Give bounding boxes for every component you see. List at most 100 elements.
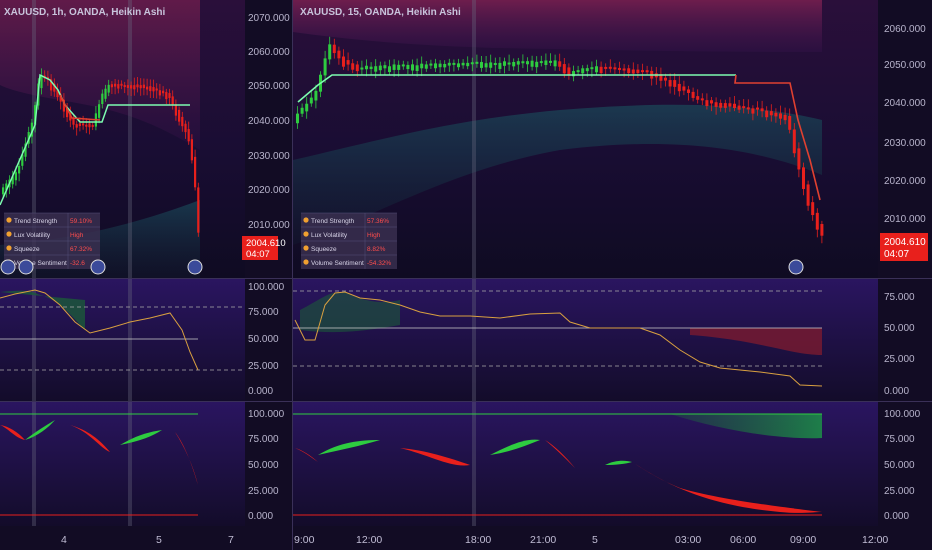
left-price-tag-countdown: 04:07 (246, 249, 270, 260)
candle-body (355, 64, 359, 72)
right-price-tag-countdown: 04:07 (884, 249, 909, 260)
candle-body (429, 63, 433, 66)
candle-body (415, 65, 419, 72)
candle-body (369, 66, 373, 70)
right-osc2-green-2 (490, 439, 540, 455)
time-tick-label: 12:00 (356, 534, 382, 546)
candle-body (470, 62, 474, 65)
candle-body (719, 102, 723, 108)
candle-body (526, 61, 529, 65)
us-flag-icon (0, 259, 16, 275)
time-axis[interactable]: 4 5 7 9:00 12:00 18:00 21:00 5 03:00 06:00 09:00 12… (61, 534, 888, 546)
candle-body (493, 63, 497, 66)
candle-body (687, 89, 690, 93)
axis-tick-label: 25.000 (884, 354, 915, 365)
candle-body (107, 84, 110, 93)
candle-body (5, 183, 8, 191)
right-osc2-red-4 (632, 462, 822, 513)
candle-body (56, 90, 59, 98)
candle-body (59, 94, 62, 102)
left-oscillator-2-pane[interactable] (0, 402, 245, 526)
candle-body (82, 123, 85, 126)
candle-body (62, 99, 65, 112)
candle-body (659, 74, 663, 81)
candle-body (420, 63, 424, 69)
info-label: Lux Volatility (311, 232, 348, 239)
us-flag-icon (187, 259, 203, 275)
right-oscillator-2-axis[interactable]: 100.000 75.000 50.000 25.000 0.000 (884, 409, 921, 522)
axis-tick-label: 2020.000 (248, 185, 290, 196)
candle-body (631, 69, 635, 74)
axis-tick-label: 100.000 (884, 409, 921, 420)
candle-body (18, 165, 21, 174)
candle-body (328, 44, 332, 60)
candle-body (162, 90, 165, 94)
right-oscillator-1-pane[interactable] (293, 279, 878, 401)
candle-body (792, 129, 796, 154)
axis-tick-label: 2060.000 (248, 47, 290, 58)
candle-body (673, 80, 677, 87)
candle-body (475, 61, 479, 64)
left-upper-band (0, 0, 200, 150)
candle-body (480, 62, 483, 68)
axis-tick-label: 0.000 (884, 511, 909, 522)
right-osc1-line (294, 291, 823, 387)
right-price-pane[interactable]: XAUUSD, 15, OANDA, Heikin Ashi (293, 0, 878, 278)
candle-body (710, 100, 713, 104)
candle-body (604, 66, 608, 69)
right-oscillator-2-pane[interactable] (293, 402, 878, 526)
candle-body (197, 187, 200, 233)
candle-body (406, 64, 410, 70)
axis-tick-label: 0.000 (248, 386, 273, 397)
left-price-axis[interactable]: 2070.000 2060.000 2050.000 2040.000 2030.000… (248, 13, 290, 231)
candle-body (300, 107, 304, 114)
right-oscillator-1-axis[interactable]: 75.000 50.000 25.000 0.000 (884, 292, 915, 397)
candle-body (696, 96, 700, 100)
time-tick-label: 12:00 (862, 534, 888, 546)
candle-body (14, 172, 17, 181)
right-lower-band (293, 104, 822, 245)
candle-body (691, 91, 695, 98)
candle-body (158, 90, 161, 96)
candle-body (714, 102, 718, 107)
candle-body (101, 93, 104, 105)
candle-body (447, 62, 451, 66)
candle-body (622, 68, 626, 71)
candle-body (802, 167, 805, 189)
left-price-tag: 2004.610 04:07 (242, 236, 286, 260)
candle-body (397, 64, 401, 70)
candle-body (305, 103, 309, 112)
left-oscillator-1-pane[interactable] (0, 279, 245, 401)
candle-body (78, 123, 81, 126)
time-tick-label: 06:00 (730, 534, 756, 546)
left-osc2-red-1 (0, 425, 25, 440)
candle-body (452, 62, 456, 65)
candle-body (2, 187, 5, 195)
candle-body (581, 68, 585, 74)
left-oscillator-1-axis[interactable]: 100.000 75.000 50.000 25.000 0.000 (248, 282, 285, 397)
right-price-axis[interactable]: 2060.000 2050.000 2040.000 2030.000 2020.000… (884, 24, 926, 225)
candle-body (66, 107, 69, 118)
candle-body (171, 96, 174, 105)
axis-tick-label: 2020.000 (884, 176, 926, 187)
candle-body (788, 115, 792, 130)
left-trailing-stop (59, 94, 101, 121)
candle-body (636, 69, 640, 73)
time-tick-label: 5 (592, 534, 598, 546)
fire-icon (6, 217, 12, 223)
us-flag-icon[interactable] (788, 259, 804, 275)
left-oscillator-2-axis[interactable]: 100.000 75.000 50.000 25.000 0.000 (248, 409, 285, 522)
candle-body (374, 66, 378, 72)
candle-body (723, 103, 727, 108)
candle-body (21, 154, 24, 166)
candle-body (168, 93, 171, 98)
candle-body (75, 124, 78, 128)
left-price-tag-value: 2004.610 (246, 238, 286, 249)
left-event-flags[interactable] (0, 259, 203, 275)
candle-body (618, 67, 621, 70)
candle-body (149, 86, 152, 92)
candle-body (30, 122, 33, 137)
axis-tick-label: 0.000 (884, 386, 909, 397)
candle-body (797, 148, 801, 170)
right-osc2-green-zone (670, 414, 822, 439)
